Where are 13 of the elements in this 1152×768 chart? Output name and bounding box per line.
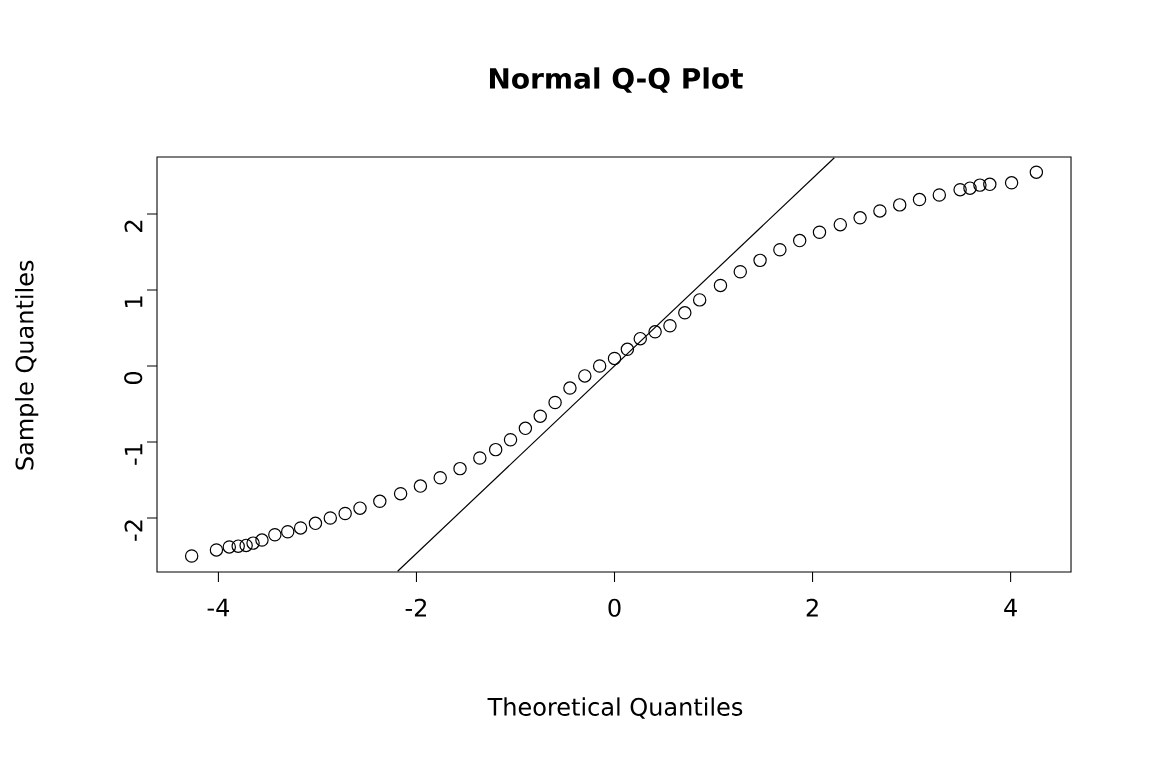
x-axis-title: Theoretical Quantiles <box>487 697 743 719</box>
x-tick-label: 4 <box>1004 598 1017 617</box>
chart-title: Normal Q-Q Plot <box>489 67 743 93</box>
y-tick-label: 1 <box>124 296 143 308</box>
y-axis-title: Sample Quantiles <box>15 260 39 470</box>
x-tick-label: 0 <box>608 598 621 617</box>
y-tick-label: -2 <box>124 520 143 541</box>
x-tick-label: 2 <box>806 598 818 617</box>
x-tick-label: -4 <box>207 598 230 617</box>
x-tick-label: -2 <box>405 598 427 617</box>
y-tick-label: 2 <box>124 220 143 232</box>
y-tick-label: -1 <box>124 444 143 465</box>
y-tick-label: 0 <box>124 371 143 385</box>
